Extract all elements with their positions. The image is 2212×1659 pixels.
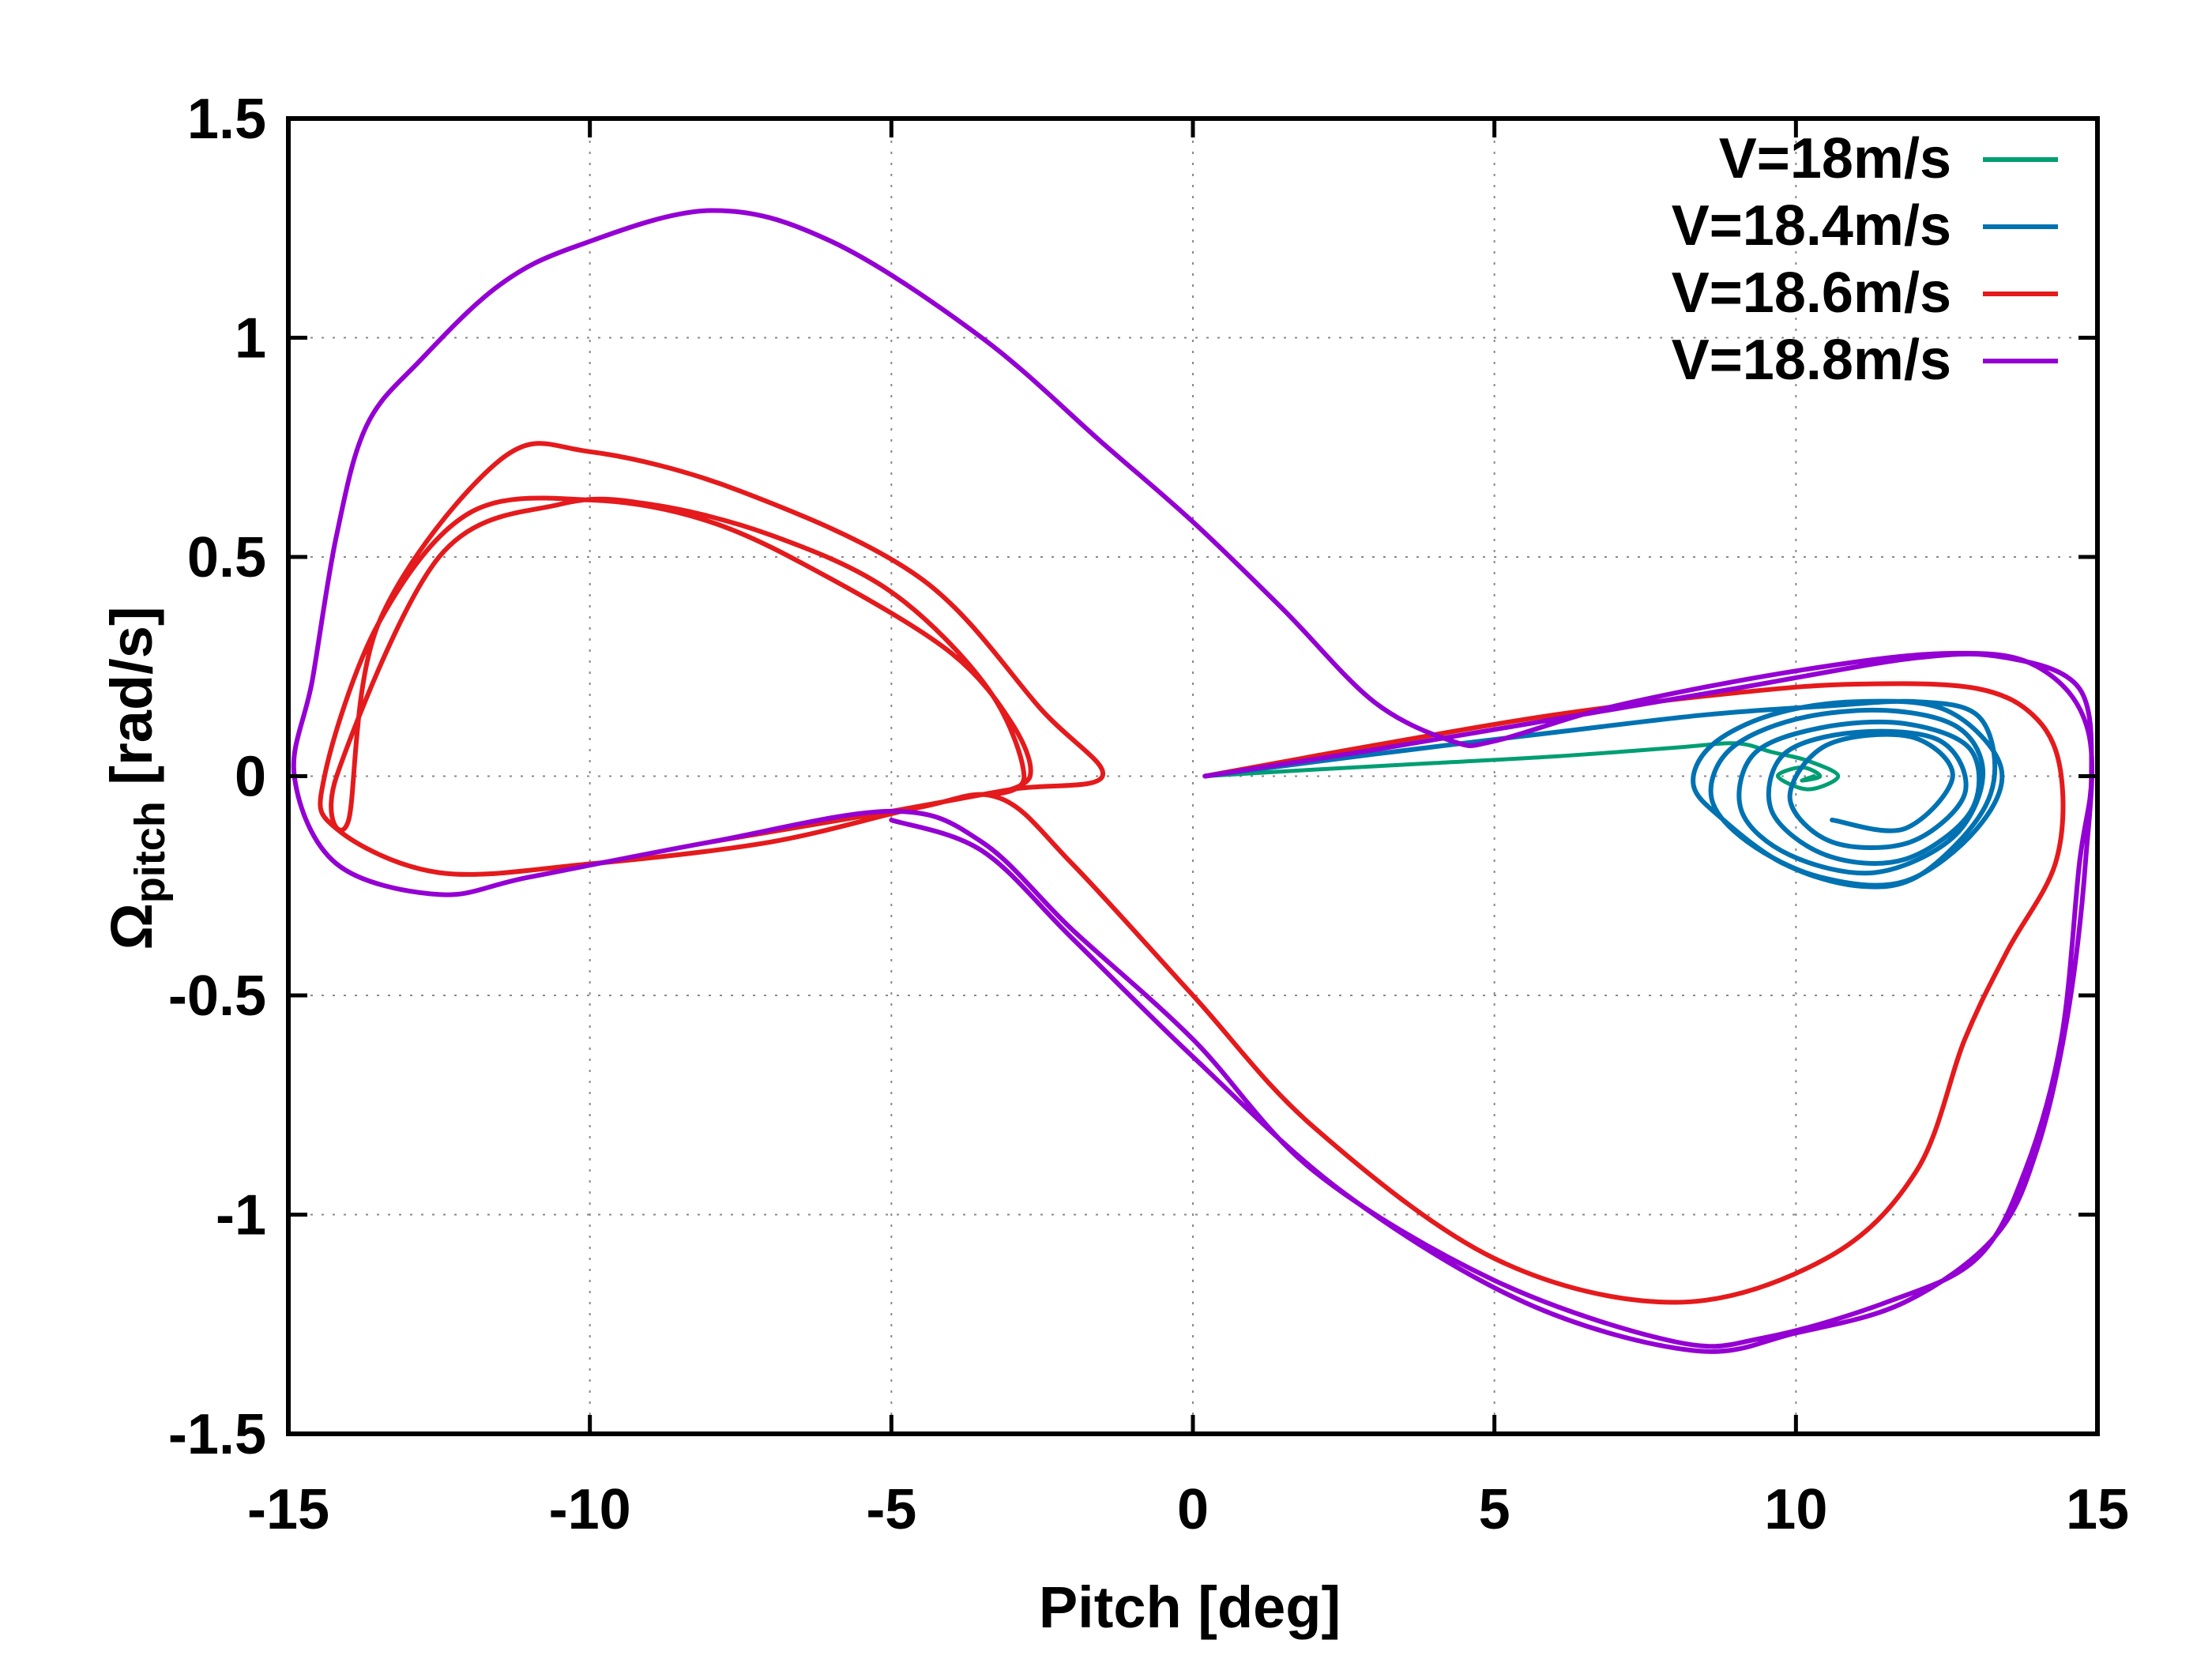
series-line-1 — [1202, 741, 1841, 792]
y-tick-label: 1 — [235, 307, 266, 371]
series-line-3 — [318, 441, 2066, 1305]
y-tick-label: 1.5 — [187, 88, 266, 151]
x-tick-label: 0 — [1177, 1478, 1209, 1541]
x-tick-label: 15 — [2066, 1478, 2129, 1541]
legend-label: V=18m/s — [1719, 127, 1951, 190]
legend-label: V=18.6m/s — [1672, 261, 1951, 325]
y-tick-label: 0.5 — [187, 526, 266, 589]
legend-label: V=18.8m/s — [1672, 329, 1951, 392]
x-tick-label: -10 — [549, 1478, 631, 1541]
y-axis-title-units: [rad/s] — [99, 606, 164, 801]
plot-area-frame — [286, 116, 2100, 1436]
y-tick-label: 0 — [235, 746, 266, 809]
x-tick-label: -5 — [866, 1478, 916, 1541]
y-tick-label: -0.5 — [168, 965, 266, 1028]
series-lines — [291, 208, 2095, 1354]
series-line-2 — [1202, 698, 2005, 890]
y-axis-title-subscript: pitch — [126, 801, 174, 903]
legend-label: V=18.4m/s — [1672, 194, 1951, 258]
axis-ticks — [286, 116, 2100, 1436]
x-tick-label: -15 — [247, 1478, 329, 1541]
x-tick-label: 10 — [1764, 1478, 1827, 1541]
tick-labels: -15 -10 -5 0 5 10 15 -1.5 -1 -0.5 0 0.5 1 1.5 — [168, 88, 2129, 1541]
x-axis-title: Pitch [deg] — [1039, 1574, 1341, 1640]
y-axis-title-symbol: Ω — [99, 903, 164, 950]
series-line-4 — [291, 208, 2095, 1354]
y-axis-title: Ωpitch [rad/s] — [99, 606, 174, 950]
y-tick-label: -1 — [216, 1184, 266, 1247]
y-tick-label: -1.5 — [168, 1403, 266, 1466]
x-tick-label: 5 — [1479, 1478, 1510, 1541]
grid-lines — [288, 118, 2097, 1434]
legend: V=18m/sV=18.4m/sV=18.6m/sV=18.8m/s — [1672, 127, 2058, 392]
